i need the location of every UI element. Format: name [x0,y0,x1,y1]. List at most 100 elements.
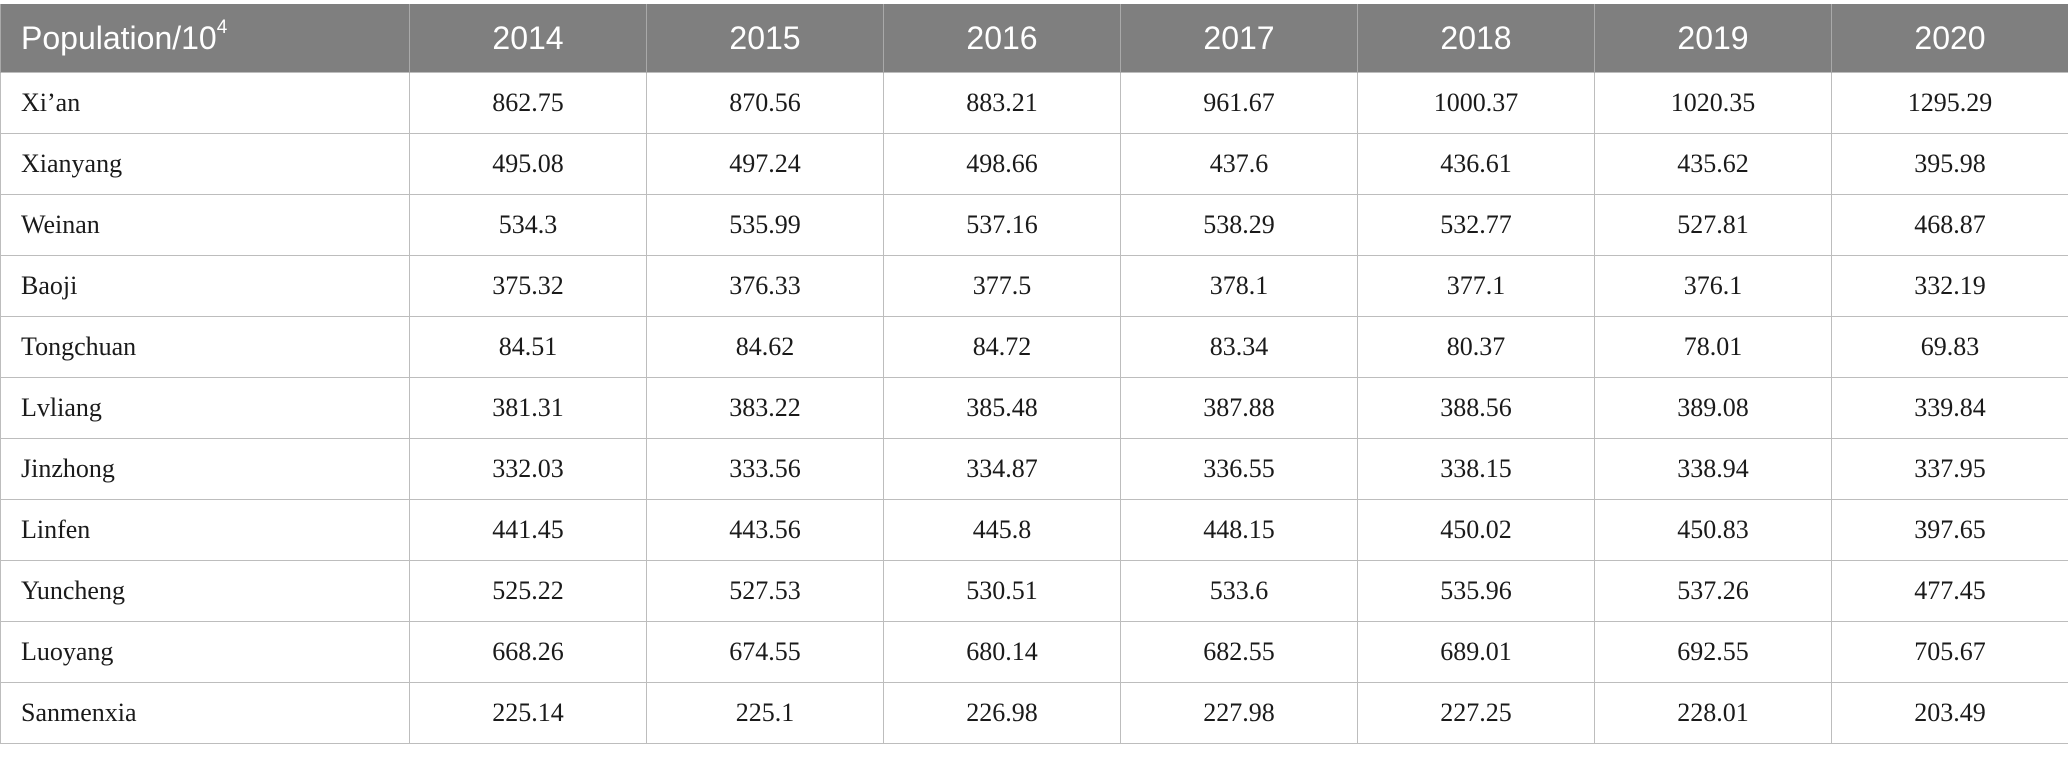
population-value-cell: 83.34 [1120,316,1358,378]
population-value-cell: 862.75 [409,72,647,134]
city-name-cell: Yuncheng [0,560,410,622]
population-value-cell: 69.83 [1831,316,2068,378]
population-value-cell: 203.49 [1831,682,2068,744]
population-value-cell: 388.56 [1357,377,1595,439]
population-value-cell: 497.24 [646,133,884,195]
population-value-cell: 338.15 [1357,438,1595,500]
population-value-cell: 870.56 [646,72,884,134]
population-value-cell: 530.51 [883,560,1121,622]
population-value-cell: 441.45 [409,499,647,561]
city-name-cell: Baoji [0,255,410,317]
population-value-cell: 381.31 [409,377,647,439]
table-row: Baoji 375.32 376.33 377.5 378.1 377.1 376.1 332… [0,255,2068,317]
table-row: Jinzhong 332.03 333.56 334.87 336.55 338.15 33… [0,438,2068,500]
population-value-cell: 689.01 [1357,621,1595,683]
city-name-cell: Lvliang [0,377,410,439]
population-value-cell: 84.72 [883,316,1121,378]
population-value-cell: 535.96 [1357,560,1595,622]
table-row: Xianyang 495.08 497.24 498.66 437.6 436.61 435… [0,133,2068,195]
population-unit-exponent: 4 [216,16,228,38]
population-value-cell: 680.14 [883,621,1121,683]
table-row: Weinan 534.3 535.99 537.16 538.29 532.77 527.8… [0,194,2068,256]
population-value-cell: 448.15 [1120,499,1358,561]
population-value-cell: 527.81 [1594,194,1832,256]
table-row: Luoyang 668.26 674.55 680.14 682.55 689.01 692… [0,621,2068,683]
year-header: 2015 [646,4,884,73]
population-value-cell: 682.55 [1120,621,1358,683]
population-value-cell: 1000.37 [1357,72,1595,134]
table-row: Yuncheng 525.22 527.53 530.51 533.6 535.96 537… [0,560,2068,622]
population-value-cell: 537.16 [883,194,1121,256]
population-value-cell: 477.45 [1831,560,2068,622]
population-value-cell: 389.08 [1594,377,1832,439]
population-value-cell: 333.56 [646,438,884,500]
population-value-cell: 228.01 [1594,682,1832,744]
population-unit-header: Population/104 [0,4,410,73]
year-header: 2017 [1120,4,1358,73]
population-value-cell: 337.95 [1831,438,2068,500]
population-value-cell: 436.61 [1357,133,1595,195]
table-body: Xi’an 862.75 870.56 883.21 961.67 1000.37 1020… [0,72,2068,744]
year-header: 2020 [1831,4,2068,73]
population-value-cell: 387.88 [1120,377,1358,439]
population-value-cell: 225.14 [409,682,647,744]
population-value-cell: 378.1 [1120,255,1358,317]
population-value-cell: 535.99 [646,194,884,256]
year-header: 2019 [1594,4,1832,73]
population-value-cell: 674.55 [646,621,884,683]
population-value-cell: 435.62 [1594,133,1832,195]
population-value-cell: 376.1 [1594,255,1832,317]
population-value-cell: 227.98 [1120,682,1358,744]
population-value-cell: 495.08 [409,133,647,195]
population-value-cell: 332.19 [1831,255,2068,317]
year-header: 2016 [883,4,1121,73]
population-value-cell: 338.94 [1594,438,1832,500]
population-value-cell: 534.3 [409,194,647,256]
population-value-cell: 1020.35 [1594,72,1832,134]
population-value-cell: 450.02 [1357,499,1595,561]
population-value-cell: 445.8 [883,499,1121,561]
population-value-cell: 705.67 [1831,621,2068,683]
population-value-cell: 377.5 [883,255,1121,317]
city-name-cell: Tongchuan [0,316,410,378]
population-value-cell: 395.98 [1831,133,2068,195]
population-value-cell: 498.66 [883,133,1121,195]
population-value-cell: 80.37 [1357,316,1595,378]
population-value-cell: 377.1 [1357,255,1595,317]
population-value-cell: 692.55 [1594,621,1832,683]
population-unit-label: Population/10 [21,19,217,56]
city-name-cell: Xi’an [0,72,410,134]
population-value-cell: 383.22 [646,377,884,439]
population-value-cell: 533.6 [1120,560,1358,622]
population-value-cell: 336.55 [1120,438,1358,500]
population-value-cell: 78.01 [1594,316,1832,378]
population-value-cell: 525.22 [409,560,647,622]
year-header: 2014 [409,4,647,73]
year-header: 2018 [1357,4,1595,73]
population-value-cell: 385.48 [883,377,1121,439]
table-header: Population/104 2014 2015 2016 2017 2018 2019 2… [0,4,2068,73]
city-name-cell: Xianyang [0,133,410,195]
population-value-cell: 538.29 [1120,194,1358,256]
table-row: Lvliang 381.31 383.22 385.48 387.88 388.56 389… [0,377,2068,439]
population-value-cell: 537.26 [1594,560,1832,622]
header-row: Population/104 2014 2015 2016 2017 2018 2019 2… [0,4,2068,73]
population-value-cell: 527.53 [646,560,884,622]
city-name-cell: Luoyang [0,621,410,683]
city-name-cell: Linfen [0,499,410,561]
population-value-cell: 532.77 [1357,194,1595,256]
city-name-cell: Weinan [0,194,410,256]
population-value-cell: 468.87 [1831,194,2068,256]
population-value-cell: 226.98 [883,682,1121,744]
population-value-cell: 450.83 [1594,499,1832,561]
population-value-cell: 961.67 [1120,72,1358,134]
city-name-cell: Jinzhong [0,438,410,500]
population-value-cell: 332.03 [409,438,647,500]
population-value-cell: 339.84 [1831,377,2068,439]
population-table: Population/104 2014 2015 2016 2017 2018 2019 2… [0,4,2068,744]
population-value-cell: 397.65 [1831,499,2068,561]
population-value-cell: 376.33 [646,255,884,317]
table-row: Linfen 441.45 443.56 445.8 448.15 450.02 450.8… [0,499,2068,561]
table-row: Tongchuan 84.51 84.62 84.72 83.34 80.37 78.01 6… [0,316,2068,378]
population-value-cell: 375.32 [409,255,647,317]
